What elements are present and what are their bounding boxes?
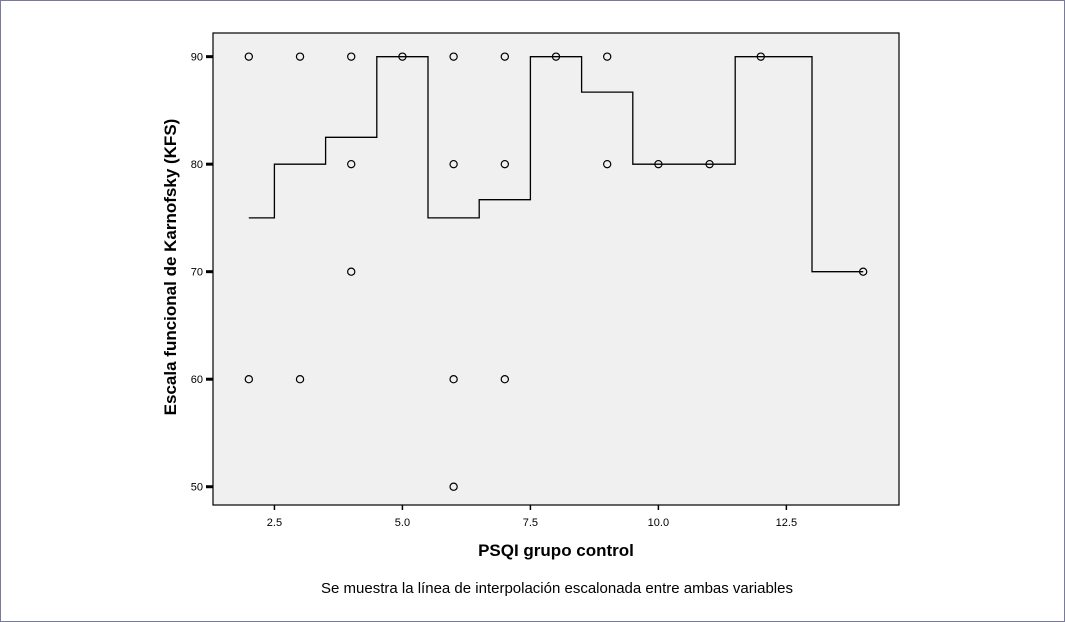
data-point <box>295 375 305 384</box>
points-layer <box>244 52 868 491</box>
data-point <box>551 52 561 61</box>
y-tick-label: 60 <box>191 374 203 386</box>
data-point <box>756 52 765 61</box>
data-point <box>500 52 510 61</box>
x-tick-label: 7.5 <box>523 517 538 529</box>
data-point <box>347 159 356 169</box>
x-tick-label: 10.0 <box>648 517 669 529</box>
data-point <box>347 52 356 61</box>
step-interpolation-line <box>248 56 864 273</box>
figure-caption: Se muestra la línea de interpolación esc… <box>321 580 793 597</box>
data-point <box>449 52 458 61</box>
data-point <box>602 159 612 169</box>
data-point <box>449 159 458 169</box>
step-line-layer <box>248 56 864 273</box>
data-point <box>244 375 254 384</box>
data-point <box>347 267 356 276</box>
data-point <box>500 375 510 384</box>
y-tick-label: 90 <box>191 52 203 64</box>
data-point <box>295 52 305 61</box>
data-point <box>858 267 868 276</box>
data-point <box>602 52 612 61</box>
x-axis: 2.5 5.0 7.5 10.0 12.5 <box>267 505 797 529</box>
y-axis: 50 60 70 80 90 <box>191 52 213 494</box>
data-point <box>705 159 714 169</box>
y-axis-title: Escala funcional de Karnofsky (KFS) <box>161 119 180 416</box>
data-point <box>244 52 254 61</box>
data-point <box>500 159 510 169</box>
plot-area <box>212 32 900 506</box>
x-tick-label: 5.0 <box>395 517 410 529</box>
data-point <box>449 482 458 491</box>
data-point <box>654 159 663 169</box>
x-tick-label: 2.5 <box>267 517 282 529</box>
data-point <box>449 375 458 384</box>
y-tick-label: 70 <box>191 267 203 279</box>
y-tick-label: 80 <box>191 159 203 171</box>
x-tick-label: 12.5 <box>776 517 797 529</box>
x-axis-title: PSQI grupo control <box>478 541 634 560</box>
data-point <box>398 52 407 61</box>
y-tick-label: 50 <box>191 482 203 494</box>
